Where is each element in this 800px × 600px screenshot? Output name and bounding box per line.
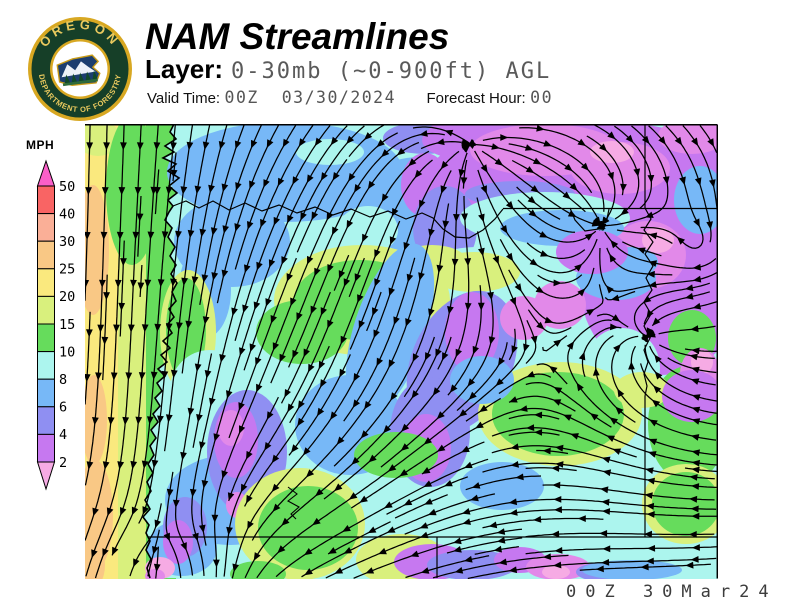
coastline — [141, 123, 181, 579]
logo-ground — [62, 78, 98, 87]
legend-tick-label: 4 — [59, 427, 67, 443]
legend-tick-label: 30 — [59, 234, 75, 250]
legend-segment — [37, 378, 55, 408]
state-border-line — [286, 486, 300, 520]
legend-arrow-bottom — [36, 461, 56, 491]
legend-segment — [37, 213, 55, 242]
streamline-map — [75, 110, 745, 590]
logo-trees — [64, 70, 98, 84]
legend-tick-label: 40 — [59, 206, 75, 222]
page-title: NAM Streamlines — [145, 16, 450, 57]
state-border-line — [569, 207, 610, 232]
valid-time-label: Valid Time: — [147, 90, 221, 107]
legend-segment — [37, 240, 55, 270]
legend-tick-label: 10 — [59, 344, 75, 360]
model-timestamp: 00Z 30Mar24 — [566, 582, 778, 600]
legend-color-scale: 50 40 30 25 20 15 10 8 6 4 2 — [36, 159, 75, 491]
legend-arrow-top — [36, 159, 56, 187]
legend-units-label: MPH — [26, 138, 55, 152]
layer-line: Layer: 0-30mb (~0-900ft) AGL — [145, 54, 551, 85]
valid-time-line: Valid Time: 00Z 03/30/2024 Forecast Hour… — [147, 88, 553, 108]
legend-tick-label: 6 — [59, 400, 67, 416]
legend-segment — [37, 433, 55, 463]
legend-tick-label: 2 — [59, 455, 67, 471]
legend-segment — [37, 295, 55, 325]
legend-segment — [37, 185, 55, 215]
legend-segment — [37, 351, 55, 380]
layer-label: Layer: — [145, 54, 224, 84]
legend-tick-label: 50 — [59, 179, 75, 195]
legend-segment — [37, 323, 55, 353]
forecast-hour-value: 00 — [530, 88, 554, 107]
logo-mountain — [60, 60, 98, 79]
legend-tick-label: 15 — [59, 317, 75, 333]
state-border-line — [643, 207, 654, 397]
valid-time-value: 00Z 03/30/2024 — [224, 88, 397, 107]
legend-tick-label: 20 — [59, 289, 75, 305]
streamline-map-canvas — [75, 110, 745, 590]
legend-segment — [37, 268, 55, 297]
layer-value: 0-30mb (~0-900ft) AGL — [231, 59, 552, 84]
logo-state-scene — [56, 54, 101, 87]
legend-tick-label: 25 — [59, 262, 75, 278]
legend-segment — [37, 406, 55, 435]
forecast-hour-label: Forecast Hour: — [426, 90, 526, 107]
legend-tick-label: 8 — [59, 372, 67, 388]
state-border-line — [172, 200, 504, 239]
